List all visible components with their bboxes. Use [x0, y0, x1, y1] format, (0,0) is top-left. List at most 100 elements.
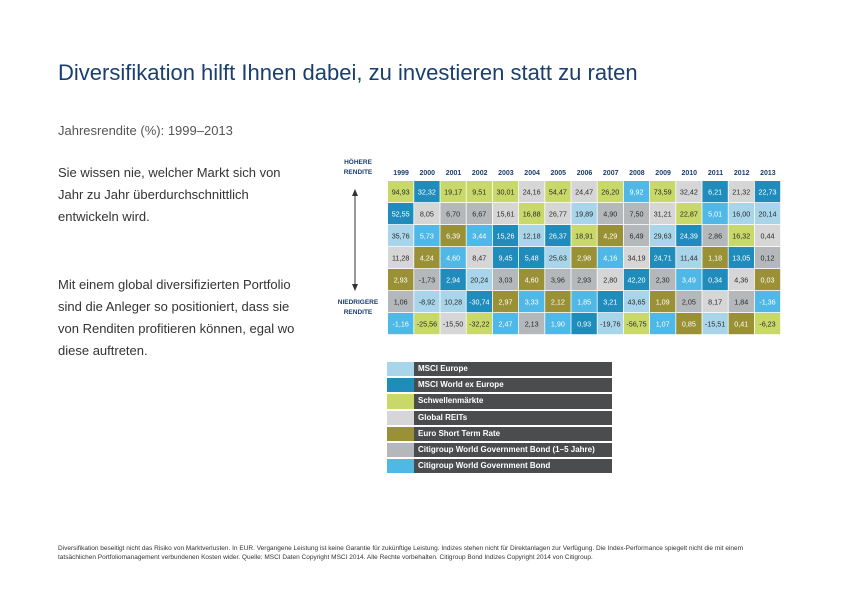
cell-background [466, 181, 492, 203]
table-cell-2012-rank-3: 16,32 [728, 225, 754, 247]
table-cell-2010-rank-1: 32,42 [676, 181, 702, 203]
cell-value: -1,73 [419, 276, 435, 285]
table-cell-2005-rank-5: 3,96 [545, 269, 571, 291]
cell-background [754, 203, 781, 225]
cell-value: 1,85 [577, 298, 591, 307]
cell-background [623, 181, 650, 203]
cell-background [440, 181, 466, 203]
cell-value: 11,44 [680, 254, 697, 263]
cell-background [571, 181, 597, 203]
cell-background [571, 313, 597, 335]
cell-background [545, 203, 571, 225]
legend-item-bond-1-5: Citigroup World Government Bond (1–5 Jah… [387, 442, 612, 458]
table-cell-2004-rank-4: 5,48 [519, 247, 545, 269]
cell-value: 2,97 [499, 298, 513, 307]
cell-background [676, 181, 702, 203]
table-cell-2011-rank-7: -15,51 [702, 313, 728, 335]
cell-value: 5,01 [708, 210, 722, 219]
year-header-2003: 2003 [498, 170, 514, 177]
table-cell-2012-rank-6: 1,84 [728, 291, 754, 313]
legend-label: Euro Short Term Rate [414, 426, 612, 441]
cell-background [597, 247, 623, 269]
cell-value: 3,33 [525, 298, 539, 307]
year-header-2008: 2008 [629, 170, 645, 177]
table-cell-2003-rank-5: 3,03 [492, 269, 519, 291]
table-cell-2002-rank-6: -30,74 [466, 291, 492, 313]
cell-background [702, 269, 728, 291]
cell-value: 0,41 [734, 320, 748, 329]
cell-background [545, 225, 571, 247]
year-header-2011: 2011 [708, 170, 723, 177]
cell-value: 32,42 [680, 188, 698, 197]
legend-swatch [387, 410, 414, 425]
year-header-2005: 2005 [551, 170, 567, 177]
cell-value: 7,50 [630, 210, 644, 219]
cell-value: 2,05 [682, 298, 696, 307]
cell-background [545, 313, 571, 335]
cell-value: 0,85 [682, 320, 696, 329]
table-cell-1999-rank-3: 35,76 [388, 225, 414, 247]
cell-value: 6,39 [446, 232, 460, 241]
cell-background [597, 313, 623, 335]
cell-background [492, 181, 519, 203]
cell-background [728, 181, 754, 203]
year-header-2000: 2000 [420, 170, 436, 177]
table-cell-2013-rank-7: -6,23 [754, 313, 781, 335]
cell-background [440, 269, 466, 291]
year-header-2010: 2010 [682, 170, 698, 177]
cell-background [597, 203, 623, 225]
cell-value: -8,92 [419, 298, 435, 307]
table-cell-2002-rank-7: -32,22 [466, 313, 492, 335]
cell-value: -32,22 [469, 320, 489, 329]
cell-value: 54,47 [549, 188, 567, 197]
table-cell-2007-rank-5: 2,80 [597, 269, 623, 291]
table-cell-2005-rank-2: 26,77 [545, 203, 571, 225]
table-cell-2006-rank-2: 19,89 [571, 203, 597, 225]
axis-label-higher-2: RENDITE [344, 169, 373, 176]
cell-value: 9,51 [472, 188, 486, 197]
legend-swatch [387, 378, 414, 393]
cell-background [597, 291, 623, 313]
cell-background [388, 181, 414, 203]
table-cell-2003-rank-4: 9,45 [492, 247, 519, 269]
cell-background [519, 225, 545, 247]
table-cell-1999-rank-1: 94,93 [388, 181, 414, 203]
cell-value: 1,06 [394, 298, 408, 307]
table-cell-2007-rank-3: 4,29 [597, 225, 623, 247]
table-cell-2010-rank-7: 0,85 [676, 313, 702, 335]
axis-label-higher-1: HÖHERE [344, 157, 372, 166]
cell-value: 1,90 [551, 320, 565, 329]
cell-value: 11,28 [392, 254, 409, 263]
year-header-2013: 2013 [760, 170, 776, 177]
cell-value: 26,20 [601, 188, 619, 197]
legend-item-emerging: Schwellenmärkte [387, 394, 612, 409]
cell-background [597, 225, 623, 247]
cell-value: 4,36 [734, 276, 748, 285]
table-cell-2005-rank-7: 1,90 [545, 313, 571, 335]
table-cell-2013-rank-4: 0,12 [754, 247, 781, 269]
cell-value: -15,51 [705, 320, 725, 329]
cell-background [414, 225, 440, 247]
cell-value: 4,90 [603, 210, 617, 219]
legend-swatch [387, 459, 414, 474]
cell-background [440, 291, 466, 313]
cell-background [414, 269, 440, 291]
cell-value: 6,49 [630, 232, 644, 241]
table-cell-2003-rank-3: 15,26 [492, 225, 519, 247]
table-cell-2003-rank-2: 15,61 [492, 203, 519, 225]
cell-value: 8,05 [420, 210, 434, 219]
cell-background [545, 269, 571, 291]
table-cell-2009-rank-7: 1,07 [650, 313, 676, 335]
cell-value: 26,37 [549, 232, 567, 241]
cell-background [728, 291, 754, 313]
cell-value: 24,39 [680, 232, 698, 241]
table-cell-2013-rank-3: 0,44 [754, 225, 781, 247]
cell-background [492, 203, 519, 225]
body-paragraph-1: Sie wissen nie, welcher Markt sich von J… [58, 165, 281, 224]
cell-value: 0,93 [577, 320, 591, 329]
cell-background [492, 225, 519, 247]
cell-value: 0,03 [761, 276, 775, 285]
cell-background [650, 225, 676, 247]
cell-background [545, 291, 571, 313]
